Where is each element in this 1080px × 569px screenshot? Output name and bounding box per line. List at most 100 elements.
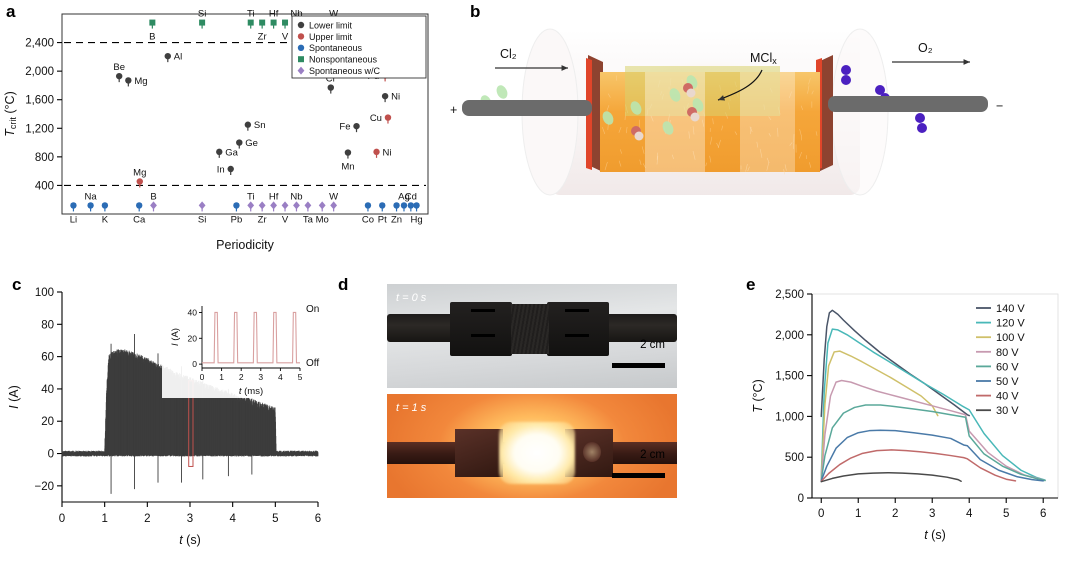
- panel-a-element-label: Ca: [133, 214, 146, 225]
- panel-a-element-label: V: [282, 32, 289, 43]
- panel-a-element-label: K: [102, 214, 109, 225]
- panel-e-x-axis-title: t (s): [924, 528, 946, 542]
- panel-a-element-label: Si: [198, 214, 206, 225]
- panel-a-legend-marker: [298, 33, 304, 39]
- panel-c-y-tick-label: 40: [41, 384, 54, 396]
- panel-b-cathode-sign: −: [996, 99, 1003, 113]
- panel-a-element-label: Hg: [410, 214, 422, 225]
- panel-a-element-label: Co: [362, 214, 374, 225]
- panel-b: b + − Cl₂ O₂ MClx: [440, 0, 1080, 255]
- panel-e-x-tick-label: 4: [966, 508, 973, 520]
- panel-a-element-label: Ga: [225, 147, 238, 158]
- panel-a-element-label: Mo: [316, 214, 329, 225]
- panel-e-legend-label: 50 V: [996, 376, 1019, 388]
- panel-d: d t = 0 s 2 cm t = 1 s 2 cm: [330, 270, 740, 569]
- panel-b-cl2-molecule: [495, 84, 510, 101]
- svg-text:I (A): I (A): [170, 328, 181, 346]
- svg-text:Tcrit (°C): Tcrit (°C): [3, 91, 18, 136]
- panel-c-x-axis-title: t (s): [179, 533, 201, 547]
- panel-c-x-tick-label: 3: [187, 513, 193, 525]
- panel-a-legend-label: Nonspontaneous: [309, 55, 378, 65]
- panel-b-schematic: + − Cl₂ O₂ MClx: [440, 0, 1080, 255]
- panel-a-element-label: Zn: [391, 214, 402, 225]
- panel-c-inset-y-tick-label: 40: [188, 307, 198, 317]
- panel-a-element-label: Si: [198, 9, 206, 20]
- panel-a-legend-label: Lower limit: [309, 20, 353, 30]
- panel-e-legend-label: 30 V: [996, 405, 1019, 417]
- panel-c: c 100 80 60 40 20 0 −20 0 1 2 3 4 5 6 I (A) t (s) 40 20 0 0…: [0, 270, 330, 569]
- svg-text:T (°C): T (°C): [751, 379, 765, 412]
- panel-e-legend-label: 140 V: [996, 303, 1025, 315]
- panel-c-x-tick-label: 5: [272, 513, 278, 525]
- panel-c-inset-x-title: t (ms): [239, 386, 263, 397]
- panel-c-inset-y-tick-label: 20: [188, 333, 198, 343]
- panel-a-element-label: Hf: [269, 9, 279, 20]
- panel-a-element-label: B: [150, 191, 156, 202]
- panel-a-element-label: Cd: [405, 191, 417, 202]
- panel-a-element-label: In: [217, 165, 225, 176]
- panel-a-element-label: Zr: [258, 214, 267, 225]
- panel-b-anode-sign: +: [450, 103, 457, 117]
- panel-b-o2-molecule: [841, 65, 851, 75]
- panel-a-legend-marker: [298, 22, 304, 28]
- panel-a: a 2,400 2,000 1,600 1,200 800 400 Li Na K Be Mg Ca M…: [0, 0, 440, 250]
- panel-a-element-label: B: [149, 32, 155, 43]
- panel-a-element-label: Cu: [370, 113, 382, 124]
- panel-a-element-label: Sn: [254, 120, 266, 131]
- panel-a-element-label: W: [329, 191, 338, 202]
- panel-c-inset: 40 20 00 1 2 3 4 5 I (A) t (ms) On Off: [162, 290, 346, 398]
- panel-c-chart: 100806040200−200 1 2 3 4 5 6I (A)t (s)402000 1 2…: [0, 270, 330, 569]
- panel-c-inset-y-tick-label: 0: [192, 359, 197, 369]
- panel-c-inset-x-tick-label: 0: [200, 372, 205, 382]
- panel-c-inset-x-tick-label: 1: [219, 372, 224, 382]
- panel-e-y-tick-label: 1,500: [775, 371, 804, 383]
- panel-e-x-tick-label: 1: [855, 508, 861, 520]
- panel-c-inset-on-label: On: [306, 304, 319, 315]
- panel-a-y-tick-label: 1,600: [25, 95, 54, 107]
- panel-c-x-tick-label: 1: [101, 513, 107, 525]
- panel-a-y-tick-label: 2,000: [25, 66, 54, 78]
- panel-c-inset-x-tick-label: 4: [278, 372, 283, 382]
- panel-e-legend-label: 60 V: [996, 361, 1019, 373]
- panel-e-y-tick-label: 2,000: [775, 330, 804, 342]
- panel-d-top-time-label: t = 0 s: [396, 292, 426, 304]
- panel-a-element-label: Na: [85, 191, 98, 202]
- panel-a-element-label: Al: [174, 52, 182, 63]
- panel-e-y-tick-label: 1,000: [775, 411, 804, 423]
- panel-a-legend-label: Spontaneous: [309, 43, 363, 53]
- panel-a-y-tick-label: 2,400: [25, 38, 54, 50]
- panel-c-x-tick-label: 2: [144, 513, 150, 525]
- panel-b-right-lead: [828, 96, 988, 112]
- panel-a-y-tick-label: 400: [35, 180, 54, 192]
- panel-a-element-label: V: [282, 214, 289, 225]
- panel-d-bottom-scale-bar: [612, 473, 665, 478]
- panel-c-inset-x-tick-label: 2: [239, 372, 244, 382]
- panel-d-top-scale-bar: [612, 363, 665, 368]
- panel-c-y-tick-label: 60: [41, 352, 54, 364]
- panel-a-element-label: Ni: [391, 92, 400, 103]
- panel-a-y-tick-label: 800: [35, 152, 54, 164]
- panel-d-bottom-scale-text: 2 cm: [640, 449, 665, 461]
- panel-c-inset-y-title: I (A): [170, 328, 181, 346]
- panel-a-legend-marker: [298, 56, 304, 62]
- panel-a-element-label: Mg: [133, 168, 146, 179]
- panel-c-x-tick-label: 4: [229, 513, 236, 525]
- panel-e-y-tick-label: 0: [798, 493, 804, 505]
- panel-c-y-tick-label: −20: [34, 481, 54, 493]
- panel-e-label: e: [746, 275, 755, 295]
- panel-a-legend-label: Spontaneous w/C: [309, 66, 381, 76]
- panel-e-legend-label: 120 V: [996, 318, 1025, 330]
- panel-d-bottom-time-label: t = 1 s: [396, 402, 426, 414]
- panel-b-o2-molecule: [915, 113, 925, 123]
- panel-a-element-label: Ta: [303, 214, 314, 225]
- panel-a-legend-marker: [298, 45, 304, 51]
- panel-a-y-axis-title: Tcrit (°C): [3, 91, 18, 136]
- panel-e: e 2,500 2,000 1,500 1,000 500 0 0 1 2 3 4 5 6 T (°C) t…: [740, 270, 1080, 569]
- panel-a-legend-label: Upper limit: [309, 32, 353, 42]
- panel-e-x-tick-label: 5: [1003, 508, 1009, 520]
- panel-b-o2-molecule: [841, 75, 851, 85]
- panel-b-label: b: [470, 2, 480, 22]
- panel-e-x-tick-label: 0: [818, 508, 824, 520]
- panel-e-legend-label: 100 V: [996, 332, 1025, 344]
- panel-a-y-tick-label: 1,200: [25, 123, 54, 135]
